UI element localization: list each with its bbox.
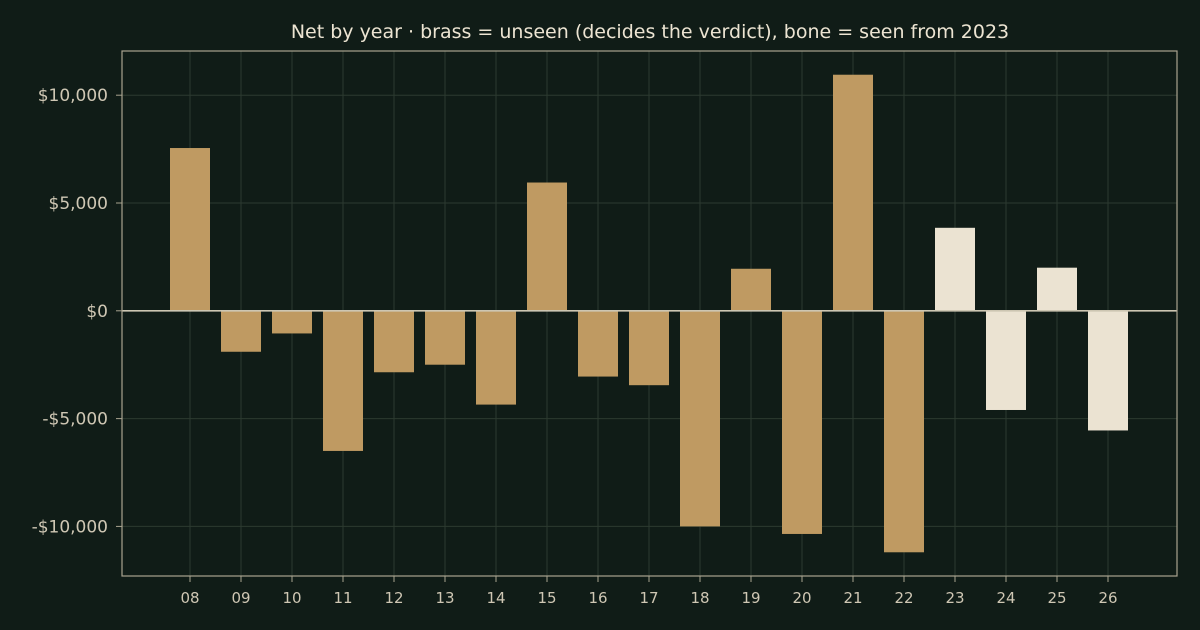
x-tick-label: 09 (231, 589, 250, 607)
bar-13 (425, 310, 465, 365)
y-tick-label: -$10,000 (32, 517, 108, 537)
x-tick-label: 24 (996, 589, 1015, 607)
x-tick-label: 11 (333, 589, 352, 607)
x-tick-label: 13 (435, 589, 454, 607)
bar-23 (935, 227, 975, 311)
x-tick-label: 22 (894, 589, 913, 607)
bar-18 (680, 310, 720, 527)
bar-10 (272, 310, 312, 334)
x-tick-label: 19 (741, 589, 760, 607)
x-tick-label: 17 (639, 589, 658, 607)
bar-14 (476, 310, 516, 405)
x-tick-label: 23 (945, 589, 964, 607)
bar-15 (527, 182, 567, 311)
bar-24 (986, 310, 1026, 410)
bar-11 (323, 310, 363, 451)
bar-17 (629, 310, 669, 386)
x-tick-label: 16 (588, 589, 607, 607)
x-tick-label: 26 (1098, 589, 1117, 607)
bar-20 (782, 310, 822, 534)
x-tick-label: 14 (486, 589, 505, 607)
plot-frame (121, 50, 1178, 577)
x-tick-label: 20 (792, 589, 811, 607)
bar-22 (884, 310, 924, 553)
bar-08 (170, 148, 210, 311)
bar-19 (731, 268, 771, 311)
x-tick-label: 21 (843, 589, 862, 607)
bar-25 (1037, 267, 1077, 311)
x-axis: 08 09 10 11 12 13 14 15 16 17 18 19 20 21 22 23 24 25 26 (180, 576, 1118, 607)
x-tick-label: 15 (537, 589, 556, 607)
y-tick-label: $10,000 (38, 86, 108, 106)
bars (122, 74, 1177, 553)
y-tick-label: $5,000 (49, 194, 108, 214)
bar-16 (578, 310, 618, 377)
bar-21 (833, 74, 873, 311)
y-tick-label: $0 (86, 302, 108, 322)
bar-12 (374, 310, 414, 373)
bar-09 (221, 310, 261, 352)
x-tick-label: 08 (180, 589, 199, 607)
x-tick-label: 25 (1047, 589, 1066, 607)
chart-title: Net by year · brass = unseen (decides th… (291, 21, 1009, 43)
x-tick-label: 18 (690, 589, 709, 607)
bar-26 (1088, 310, 1128, 431)
y-axis: $10,000 $5,000 $0 -$5,000 -$10,000 (32, 86, 122, 537)
x-tick-label: 10 (282, 589, 301, 607)
y-tick-label: -$5,000 (42, 410, 108, 430)
x-tick-label: 12 (384, 589, 403, 607)
